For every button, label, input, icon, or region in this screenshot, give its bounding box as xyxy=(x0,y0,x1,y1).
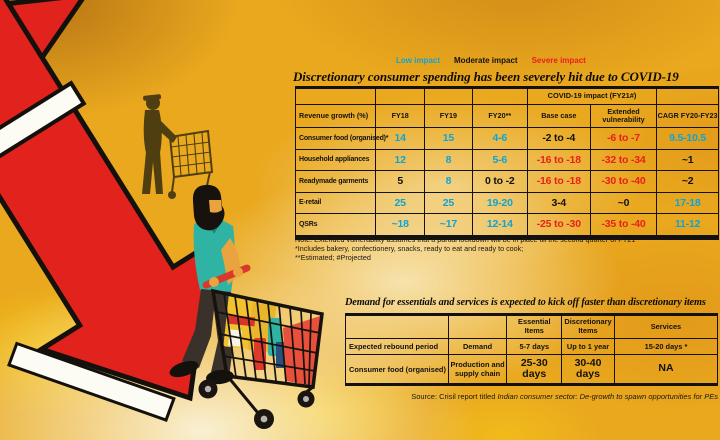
value-cell: 0 to -2 xyxy=(471,170,528,193)
arrow-edge-highlight xyxy=(7,341,176,422)
value-cell: -30 to -40 xyxy=(589,170,658,193)
column-header xyxy=(447,315,508,339)
value-cell: -25 to -30 xyxy=(526,213,591,236)
value-cell: ~17 xyxy=(424,213,473,236)
note-line: Note: Extended vulnerability assumes tha… xyxy=(295,235,636,244)
value-cell: 12-14 xyxy=(471,213,528,236)
value-cell: 25-30 days xyxy=(506,354,563,384)
rebound-table-title: Demand for essentials and services is ex… xyxy=(345,297,706,308)
value-cell: -35 to -40 xyxy=(589,213,658,236)
value-cell: 17-18 xyxy=(656,191,719,214)
value-cell: -16 to -18 xyxy=(526,148,591,171)
category-cell: Demand xyxy=(447,338,508,355)
value-cell: NA xyxy=(613,354,719,384)
value-cell: 5-7 days xyxy=(506,338,563,355)
row-label: Consumer food (organised) xyxy=(345,354,449,384)
value-cell: 12 xyxy=(375,148,425,171)
row-label: Household appliances xyxy=(294,148,377,171)
row-label: Consumer food (organised)* xyxy=(294,127,389,150)
table-row: Household appliances 12 8 5-6 -16 to -18 -32 … xyxy=(294,148,719,171)
empty-header-cell xyxy=(294,88,377,105)
value-cell: -6 to -7 xyxy=(589,127,658,150)
category-cell: Production and supply chain xyxy=(447,354,508,384)
arrow-stripe xyxy=(0,80,87,177)
cart-basket xyxy=(210,288,324,414)
source-line: Source: Crisil report titled Indian cons… xyxy=(388,392,718,401)
empty-header-cell xyxy=(656,88,719,105)
covid-impact-header-row: COVID-19 impact (FY21#) xyxy=(294,88,719,105)
value-cell: 15 xyxy=(424,127,473,150)
value-cell: 30-40 days xyxy=(561,354,615,384)
table-row: Readymade garments 5 8 0 to -2 -16 to -18 -30… xyxy=(294,170,719,193)
table-row: Expected rebound period Demand 5-7 days Up … xyxy=(345,338,719,355)
column-header: FY19 xyxy=(424,104,473,128)
row-label: E-retail xyxy=(294,191,377,214)
spending-table-title: Discretionary consumer spending has been… xyxy=(293,69,679,84)
shopper-with-cart xyxy=(169,184,324,429)
value-cell: ~1 xyxy=(656,148,719,171)
rebound-table: Essential Items Discretionary Items Servic… xyxy=(345,313,719,386)
head xyxy=(192,184,225,231)
column-header: CAGR FY20-FY23 xyxy=(656,104,719,128)
value-cell: 4-6 xyxy=(471,127,528,150)
value-cell: ~18 xyxy=(375,213,425,236)
value-cell: -2 to -4 xyxy=(526,127,591,150)
value-cell: 8 xyxy=(424,148,473,171)
legend-item: Moderate impact xyxy=(454,56,518,65)
table-row: QSRs ~18 ~17 12-14 -25 to -30 -35 to -40 11-12 xyxy=(294,213,719,236)
value-cell: -16 to -18 xyxy=(526,170,591,193)
value-cell: -32 to -34 xyxy=(589,148,658,171)
value-cell: 3-4 xyxy=(526,191,591,214)
column-header xyxy=(345,315,449,339)
empty-header-cell xyxy=(424,88,473,105)
cart-wheels xyxy=(198,379,315,429)
column-header: Revenue growth (%) xyxy=(294,104,377,128)
column-header: Discretionary Items xyxy=(561,315,615,339)
value-cell: 8 xyxy=(424,170,473,193)
value-cell: 25 xyxy=(424,191,473,214)
value-cell: 5 xyxy=(375,170,425,193)
value-cell: 15-20 days * xyxy=(613,338,719,355)
note-line: **Estimated; #Projected xyxy=(295,253,371,262)
value-cell: 19-20 xyxy=(471,191,528,214)
value-cell: 11-12 xyxy=(656,213,719,236)
covid-impact-span-header: COVID-19 impact (FY21#) xyxy=(526,88,658,105)
column-header: FY18 xyxy=(375,104,425,128)
legend-item: Low impact xyxy=(396,56,441,65)
row-label: Expected rebound period xyxy=(345,338,449,355)
column-header: FY20** xyxy=(471,104,528,128)
empty-header-cell xyxy=(471,88,528,105)
trousers xyxy=(182,289,234,377)
spending-table: COVID-19 impact (FY21#) Revenue growth (… xyxy=(294,86,719,240)
source-report-title: Indian consumer sector: De-growth to spa… xyxy=(497,392,718,401)
column-header: Services xyxy=(613,315,719,339)
table-notes: Note: Extended vulnerability assumes tha… xyxy=(295,235,665,262)
value-cell: ~0 xyxy=(589,191,658,214)
table-row: Consumer food (organised)* 14 15 4-6 -2 to -… xyxy=(294,127,719,150)
legend-item: Severe impact xyxy=(531,56,586,65)
silhouette-shopper xyxy=(142,94,214,199)
value-cell: 9.5-10.5 xyxy=(656,127,719,150)
source-prefix: Source: Crisil report titled xyxy=(411,392,498,401)
row-label: QSRs xyxy=(294,213,377,236)
value-cell: ~2 xyxy=(656,170,719,193)
impact-legend: Low impact Moderate impact Severe impact xyxy=(396,56,586,65)
column-header-row: Revenue growth (%) FY18 FY19 FY20** Base cas… xyxy=(294,104,719,128)
table-row: Consumer food (organised) Production and … xyxy=(345,354,719,384)
column-header: Essential Items xyxy=(506,315,563,339)
column-header: Extended vulnerability xyxy=(589,104,658,128)
table-row: E-retail 25 25 19-20 3-4 ~0 17-18 xyxy=(294,191,719,214)
value-cell: Up to 1 year xyxy=(561,338,615,355)
row-label: Readymade garments xyxy=(294,170,377,193)
column-header: Base case xyxy=(526,104,591,128)
empty-header-cell xyxy=(375,88,425,105)
column-header-row: Essential Items Discretionary Items Servic… xyxy=(345,315,719,339)
note-line: *Includes bakery, confectionery, snacks,… xyxy=(295,244,524,253)
value-cell: 25 xyxy=(375,191,425,214)
value-cell: 5-6 xyxy=(471,148,528,171)
